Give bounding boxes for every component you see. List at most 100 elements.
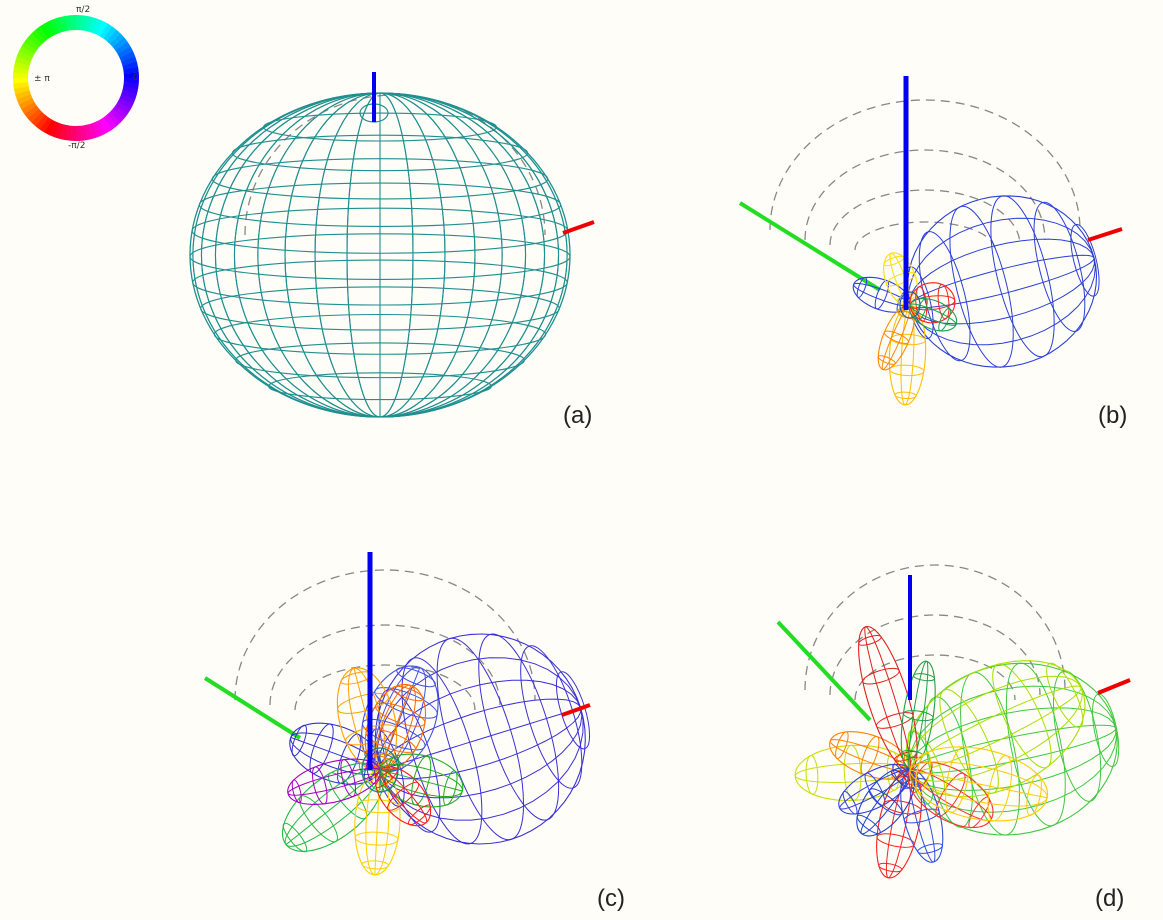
x-axis-b: [1087, 227, 1123, 242]
y-axis-d: [776, 620, 872, 722]
lobe-ring: [856, 276, 868, 298]
panel-a: (a): [189, 72, 595, 429]
latitude-line: [200, 286, 560, 331]
guide-arcs-b: [769, 99, 1081, 251]
wheel-segment: [121, 90, 137, 100]
latitude-line: [211, 158, 549, 200]
wheel-segment: [109, 33, 125, 48]
wheel-segment: [65, 125, 73, 141]
wheel-segment: [119, 94, 136, 105]
lobe-ring: [877, 355, 896, 365]
wheel-segment: [92, 18, 103, 35]
wheel-segment: [88, 123, 98, 139]
wheel-segment: [80, 125, 88, 141]
lobe-ring: [949, 205, 1014, 368]
panel-d: (d): [776, 564, 1131, 912]
wheel-segment: [49, 121, 60, 138]
wheel-right-label: 0: [133, 73, 139, 83]
latitude-line: [198, 182, 562, 228]
lobe-spoke: [379, 685, 412, 771]
wheel-segment: [49, 18, 60, 35]
lobe-ring: [876, 833, 915, 848]
lobe-ring: [843, 744, 862, 801]
wheel-segment: [106, 111, 121, 127]
lobe-spoke: [378, 769, 427, 824]
lobe-ring: [858, 635, 882, 646]
wheel-segment: [16, 51, 33, 62]
wheel-bottom-label: -π/2: [68, 141, 85, 151]
guide-arc: [769, 99, 1081, 231]
x-axis-c: [561, 703, 591, 717]
lobe-ring: [862, 667, 900, 685]
panel-label-b: (b): [1098, 402, 1127, 429]
lobe-ring: [878, 862, 903, 873]
lobe-spoke: [379, 769, 428, 823]
wheel-segment: [122, 61, 139, 70]
wheel-segment: [88, 17, 98, 33]
lobe-ring: [1070, 223, 1100, 297]
latitude-line: [213, 313, 547, 355]
wheel-segment: [27, 108, 43, 123]
lobe-spoke: [908, 675, 1082, 771]
lobe-spoke: [379, 764, 463, 792]
lobe-ring: [805, 754, 819, 795]
lobe-ring: [387, 781, 420, 811]
wheel-segment: [100, 117, 113, 133]
wheel-segment: [31, 29, 46, 45]
wheel-segment: [35, 26, 49, 42]
wheel-center-label: ± π: [34, 74, 50, 84]
wheel-segment: [92, 121, 103, 138]
wheel-segment: [24, 105, 40, 119]
guide-arc: [829, 614, 1041, 696]
lobe-ring: [992, 663, 1052, 769]
lobe-ring: [902, 710, 934, 722]
lobe-outline: [907, 195, 1098, 368]
lobe-spoke: [909, 257, 1095, 309]
lobe-spoke: [290, 732, 381, 771]
x-axis-d: [1097, 678, 1131, 695]
wheel-segment: [84, 124, 93, 141]
y-axis-b: [738, 201, 882, 292]
lobe-spoke: [909, 257, 1096, 346]
lobe-ring: [883, 255, 905, 267]
lobe-ring: [1046, 662, 1084, 728]
lobe-spoke: [287, 767, 381, 794]
wheel-segment: [117, 46, 134, 58]
wheel-segment: [15, 90, 31, 100]
lobe-spoke: [374, 769, 390, 876]
sphere-mesh-a: [189, 92, 571, 418]
lobe-spoke: [909, 707, 1117, 771]
lobe-ring: [889, 364, 925, 377]
lobe-spoke: [909, 687, 1082, 772]
wheel-segment: [76, 125, 82, 141]
lobe-mesh-d: [794, 625, 1120, 879]
latitude-line: [235, 342, 525, 379]
wheel-segment: [54, 17, 64, 33]
lobe-ring: [860, 736, 880, 775]
wheel-segment: [35, 114, 49, 130]
lobe-ring: [935, 772, 966, 817]
wheel-segment: [39, 23, 52, 39]
lobe-spoke: [885, 769, 911, 879]
lobe-spoke: [377, 657, 582, 771]
latitude-line: [268, 372, 492, 401]
wheel-segment: [54, 123, 64, 139]
lobe-spoke: [865, 626, 912, 771]
lobe-ring: [291, 779, 302, 804]
lobe-spoke: [908, 685, 1117, 771]
wheel-segment: [115, 101, 131, 115]
guide-arc: [829, 189, 1021, 246]
guide-arc: [804, 564, 1066, 691]
longitude-line: [192, 92, 568, 418]
wheel-segment: [24, 37, 40, 51]
lobe-spoke: [909, 769, 1048, 799]
wheel-segment: [96, 119, 108, 136]
lobe-spoke: [908, 217, 1095, 306]
panel-label-d: (d): [1095, 885, 1124, 912]
lobe-ring: [938, 307, 951, 332]
panel-label-c: (c): [597, 885, 625, 912]
guide-arc: [294, 664, 476, 711]
lobe-spoke: [909, 769, 936, 863]
lobe-ring: [990, 195, 1055, 358]
panel-label-a: (a): [563, 402, 592, 429]
